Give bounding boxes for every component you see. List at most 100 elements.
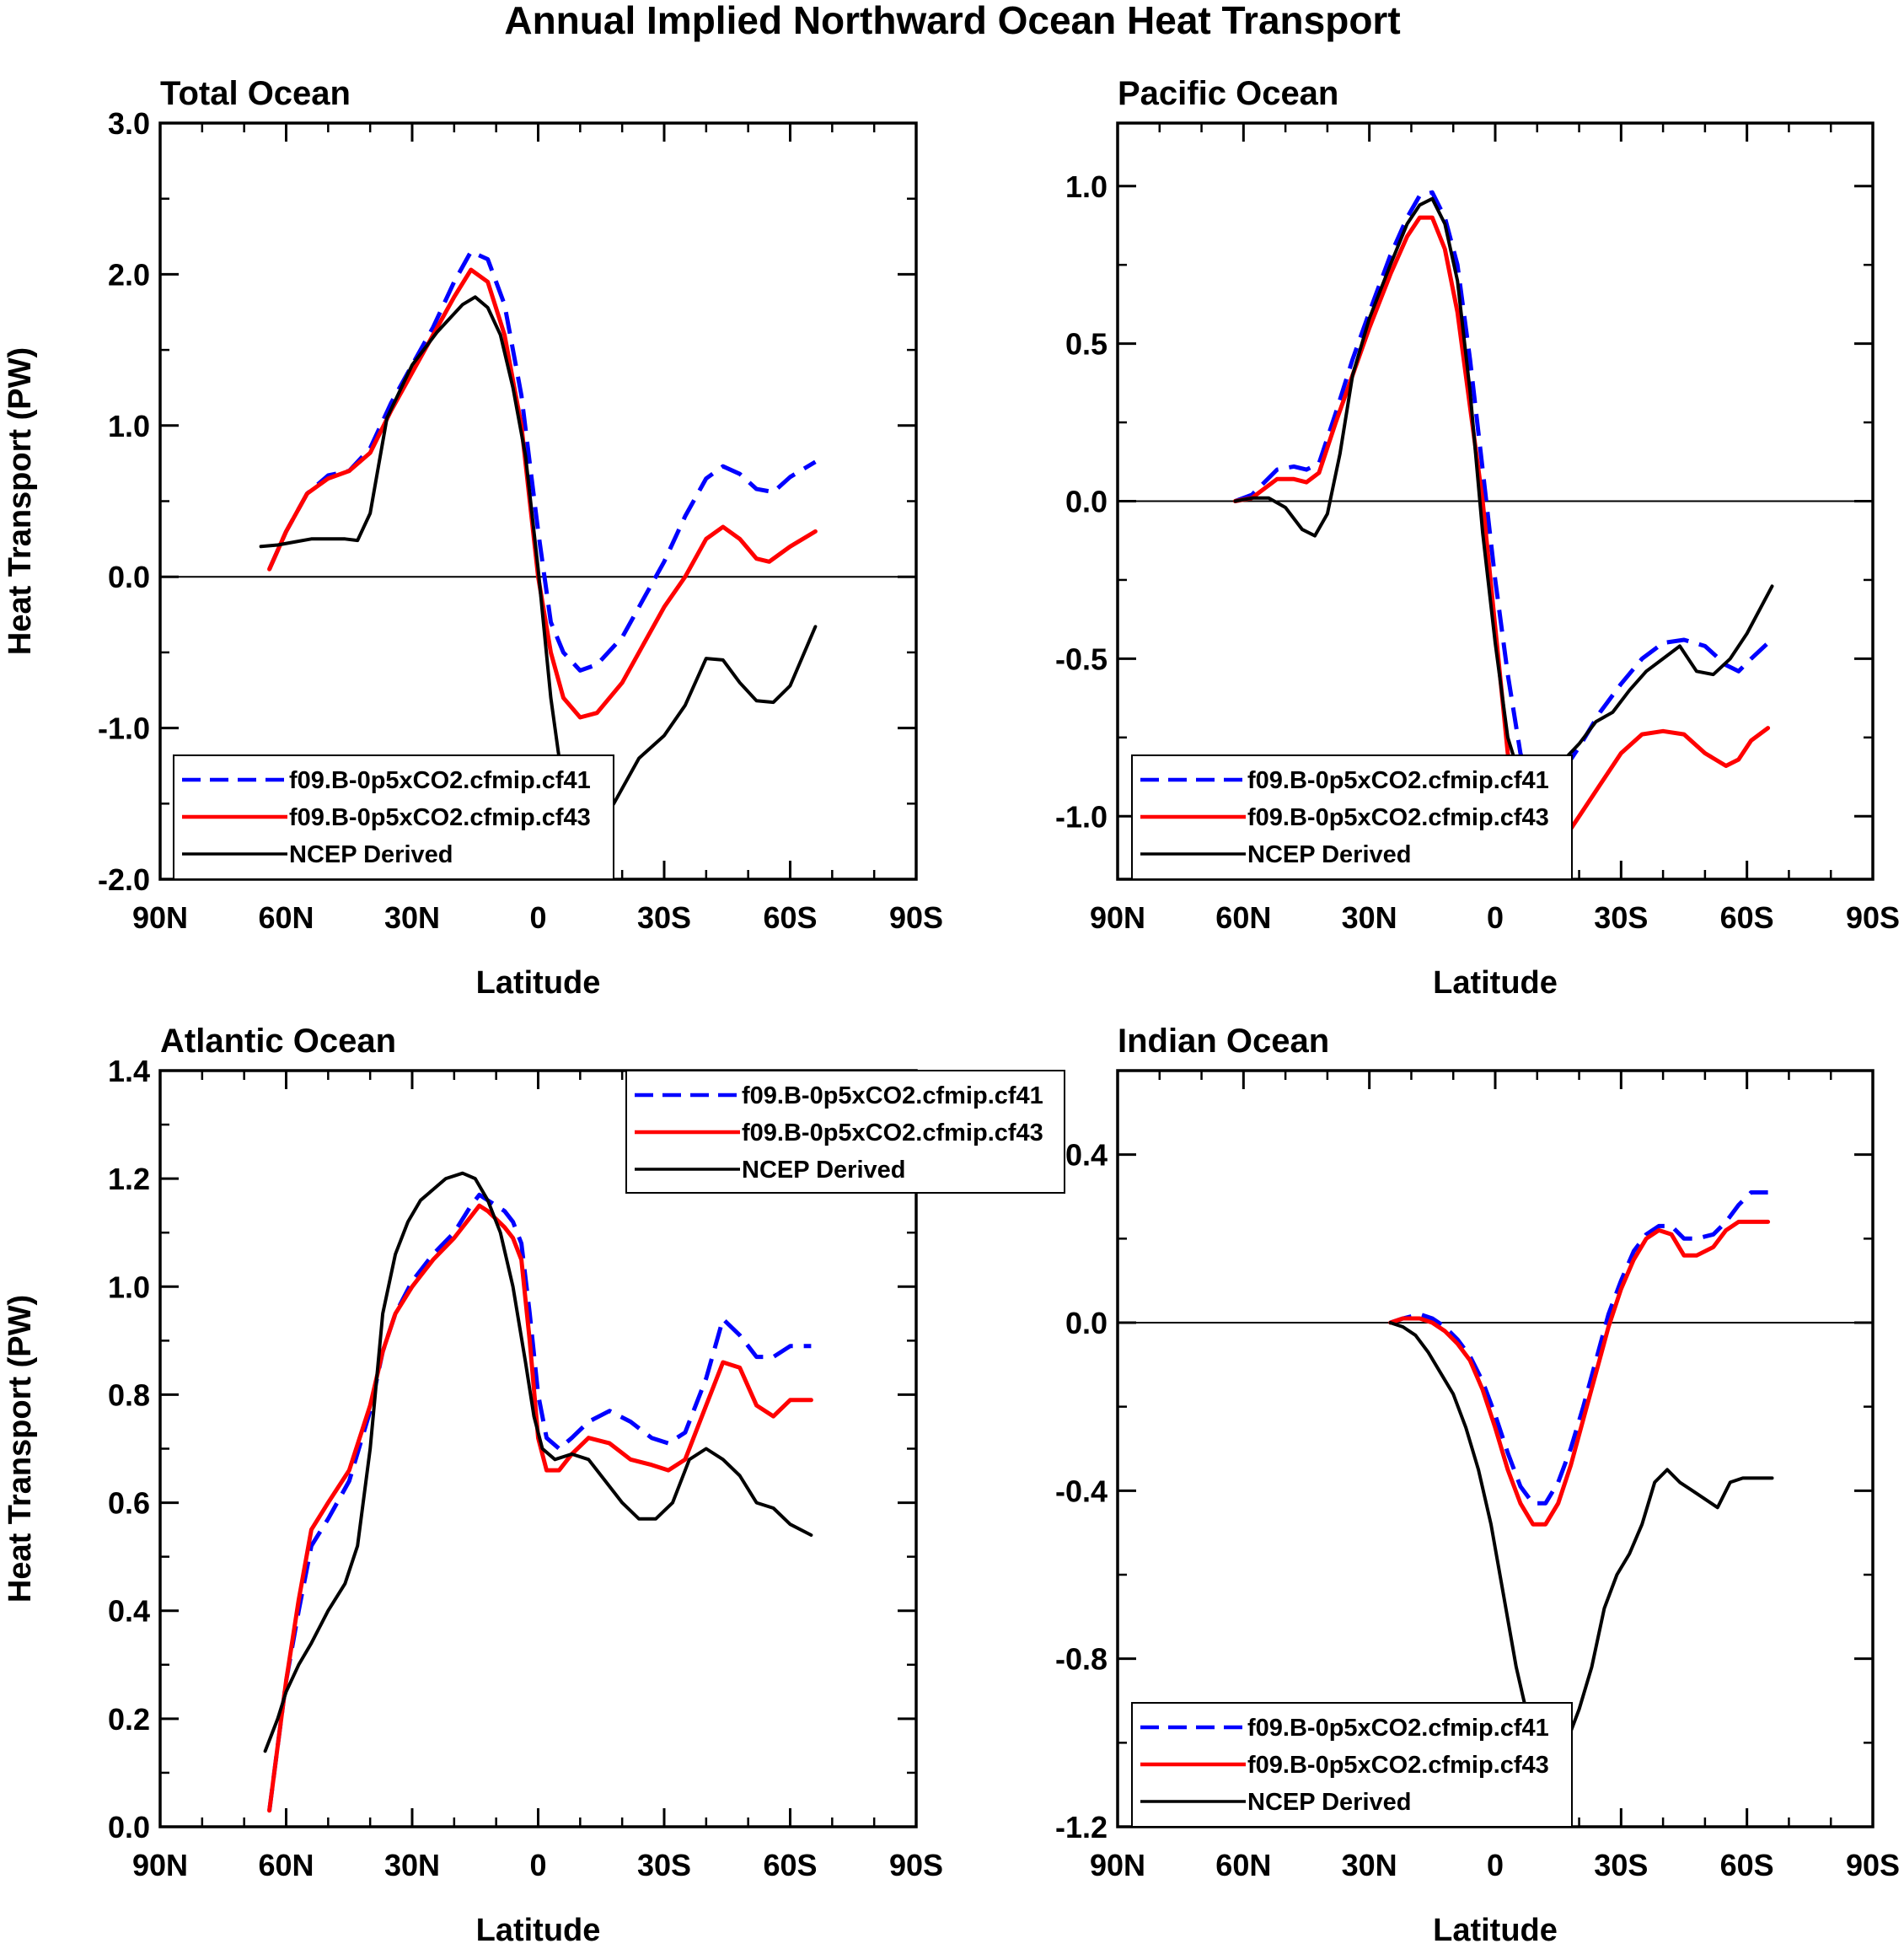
- chart-panel-1: Total Ocean 90N 60N 30N 0 30S 60S 90S -2.0 -1.0 0.…: [3, 75, 943, 1001]
- series-line-2: [1232, 215, 1771, 860]
- x-tick-label: 30S: [1594, 1848, 1648, 1882]
- x-tick-label: 0: [529, 1848, 546, 1882]
- panel-title: Pacific Ocean: [1118, 75, 1338, 112]
- series-lines: [259, 250, 818, 831]
- figure-title: Annual Implied Northward Ocean Heat Tran…: [504, 0, 1400, 42]
- y-tick-label: 0.5: [1065, 327, 1108, 362]
- x-tick-label: 30S: [1594, 900, 1648, 935]
- x-tick-label: 0: [1487, 1848, 1504, 1882]
- y-tick-label: 0.6: [108, 1486, 150, 1521]
- y-tick-label: 1.0: [108, 409, 150, 443]
- x-tick-label: 90N: [1090, 1848, 1145, 1882]
- legend: f09.B-0p5xCO2.cfmip.cf41 f09.B-0p5xCO2.cf…: [625, 1070, 1065, 1194]
- y-tick-label: 1.0: [1065, 169, 1108, 204]
- legend-label-1: f09.B-0p5xCO2.cfmip.cf41: [1247, 767, 1549, 794]
- x-tick-label: 30N: [1342, 1848, 1397, 1882]
- series-line-3: [263, 1171, 813, 1753]
- y-tick-label: 0.0: [108, 1810, 150, 1844]
- x-tick-label: 0: [529, 900, 546, 935]
- x-tick-label: 60N: [258, 1848, 314, 1882]
- legend: f09.B-0p5xCO2.cfmip.cf41 f09.B-0p5xCO2.cf…: [173, 754, 614, 880]
- y-tick-label: 0.2: [108, 1702, 150, 1737]
- x-tick-label: 60S: [763, 1848, 817, 1882]
- x-tick-label: 30S: [637, 1848, 691, 1882]
- series-lines: [1232, 190, 1774, 860]
- series-line-3: [259, 295, 818, 831]
- x-tick-label: 90N: [1090, 900, 1145, 935]
- x-tick-label: 0: [1487, 900, 1504, 935]
- legend-label-2: f09.B-0p5xCO2.cfmip.cf43: [1247, 1752, 1549, 1779]
- x-tick-label: 60N: [1215, 1848, 1271, 1882]
- x-tick-label: 60S: [1720, 900, 1774, 935]
- legend-label-2: f09.B-0p5xCO2.cfmip.cf43: [742, 1119, 1043, 1146]
- x-tick-label: 90S: [889, 1848, 943, 1882]
- chart-panel-3: Atlantic Ocean 90N 60N 30N 0 30S 60S 90S 0.0 0.2 0…: [3, 1023, 1065, 1948]
- y-tick-label: 0.0: [1065, 485, 1108, 519]
- x-tick-label: 30S: [637, 900, 691, 935]
- series-line-1: [267, 250, 817, 673]
- legend-label-3: NCEP Derived: [289, 841, 453, 868]
- x-tick-label: 90N: [132, 900, 188, 935]
- y-tick-label: 1.2: [108, 1162, 150, 1196]
- y-tick-label: 0.4: [108, 1594, 150, 1629]
- x-tick-label: 90S: [1846, 900, 1900, 935]
- x-tick-label: 60N: [1215, 900, 1271, 935]
- series-lines: [1388, 1190, 1774, 1766]
- series-line-1: [1234, 190, 1770, 797]
- x-axis-label: Latitude: [476, 965, 601, 1001]
- y-tick-label: 0.0: [108, 560, 150, 594]
- panel-title: Indian Ocean: [1118, 1023, 1329, 1060]
- series-line-3: [1388, 1321, 1774, 1766]
- y-tick-label: -0.4: [1055, 1474, 1108, 1508]
- y-tick-label: 0.0: [1065, 1306, 1108, 1340]
- series-lines: [263, 1171, 813, 1813]
- x-tick-label: 60S: [1720, 1848, 1774, 1882]
- series-line-2: [267, 1203, 813, 1813]
- y-tick-label: -0.5: [1055, 642, 1108, 676]
- legend-label-3: NCEP Derived: [742, 1157, 906, 1184]
- legend-label-1: f09.B-0p5xCO2.cfmip.cf41: [289, 767, 591, 794]
- y-tick-label: -1.0: [1055, 799, 1108, 834]
- y-tick-label: 2.0: [108, 257, 150, 292]
- x-tick-label: 90S: [889, 900, 943, 935]
- y-tick-label: 1.0: [108, 1270, 150, 1304]
- legend-label-3: NCEP Derived: [1247, 841, 1412, 868]
- x-axis-label: Latitude: [476, 1913, 601, 1948]
- series-line-1: [1389, 1190, 1768, 1506]
- chart-panels: Total Ocean 90N 60N 30N 0 30S 60S 90S -2.0 -1.0 0.…: [3, 75, 1900, 1948]
- y-tick-label: -1.2: [1055, 1810, 1108, 1844]
- chart-panel-4: Indian Ocean 90N 60N 30N 0 30S 60S 90S -1.2 -0.8 -…: [1055, 1023, 1900, 1948]
- x-tick-label: 30N: [1342, 900, 1397, 935]
- x-tick-label: 30N: [384, 1848, 440, 1882]
- chart-panel-2: Pacific Ocean 90N 60N 30N 0 30S 60S 90S -1.0 -0.5…: [1055, 75, 1900, 1001]
- legend: f09.B-0p5xCO2.cfmip.cf41 f09.B-0p5xCO2.cf…: [1131, 754, 1573, 880]
- legend-label-3: NCEP Derived: [1247, 1789, 1412, 1816]
- series-line-2: [1388, 1219, 1771, 1527]
- y-tick-label: -2.0: [98, 862, 150, 897]
- panel-title: Atlantic Ocean: [160, 1023, 396, 1060]
- x-tick-label: 60S: [763, 900, 817, 935]
- x-tick-label: 90S: [1846, 1848, 1900, 1882]
- legend-label-1: f09.B-0p5xCO2.cfmip.cf41: [742, 1082, 1043, 1109]
- y-tick-label: 1.4: [108, 1054, 150, 1088]
- y-axis-label: Heat Transport (PW): [3, 1295, 38, 1603]
- x-tick-label: 60N: [258, 900, 314, 935]
- legend: f09.B-0p5xCO2.cfmip.cf41 f09.B-0p5xCO2.cf…: [1131, 1702, 1573, 1828]
- y-tick-label: -1.0: [98, 711, 150, 746]
- y-tick-label: 0.4: [1065, 1138, 1108, 1173]
- series-line-1: [267, 1192, 812, 1812]
- y-tick-label: 3.0: [108, 106, 150, 141]
- x-tick-label: 90N: [132, 1848, 188, 1882]
- y-axis-label: Heat Transport (PW): [3, 347, 38, 655]
- x-tick-label: 30N: [384, 900, 440, 935]
- x-axis-label: Latitude: [1433, 1913, 1558, 1948]
- series-line-3: [1233, 196, 1774, 787]
- legend-label-2: f09.B-0p5xCO2.cfmip.cf43: [1247, 804, 1549, 831]
- legend-label-2: f09.B-0p5xCO2.cfmip.cf43: [289, 804, 591, 831]
- legend-label-1: f09.B-0p5xCO2.cfmip.cf41: [1247, 1715, 1549, 1742]
- x-axis-label: Latitude: [1433, 965, 1558, 1001]
- y-tick-label: 0.8: [108, 1377, 150, 1412]
- panel-title: Total Ocean: [160, 75, 351, 112]
